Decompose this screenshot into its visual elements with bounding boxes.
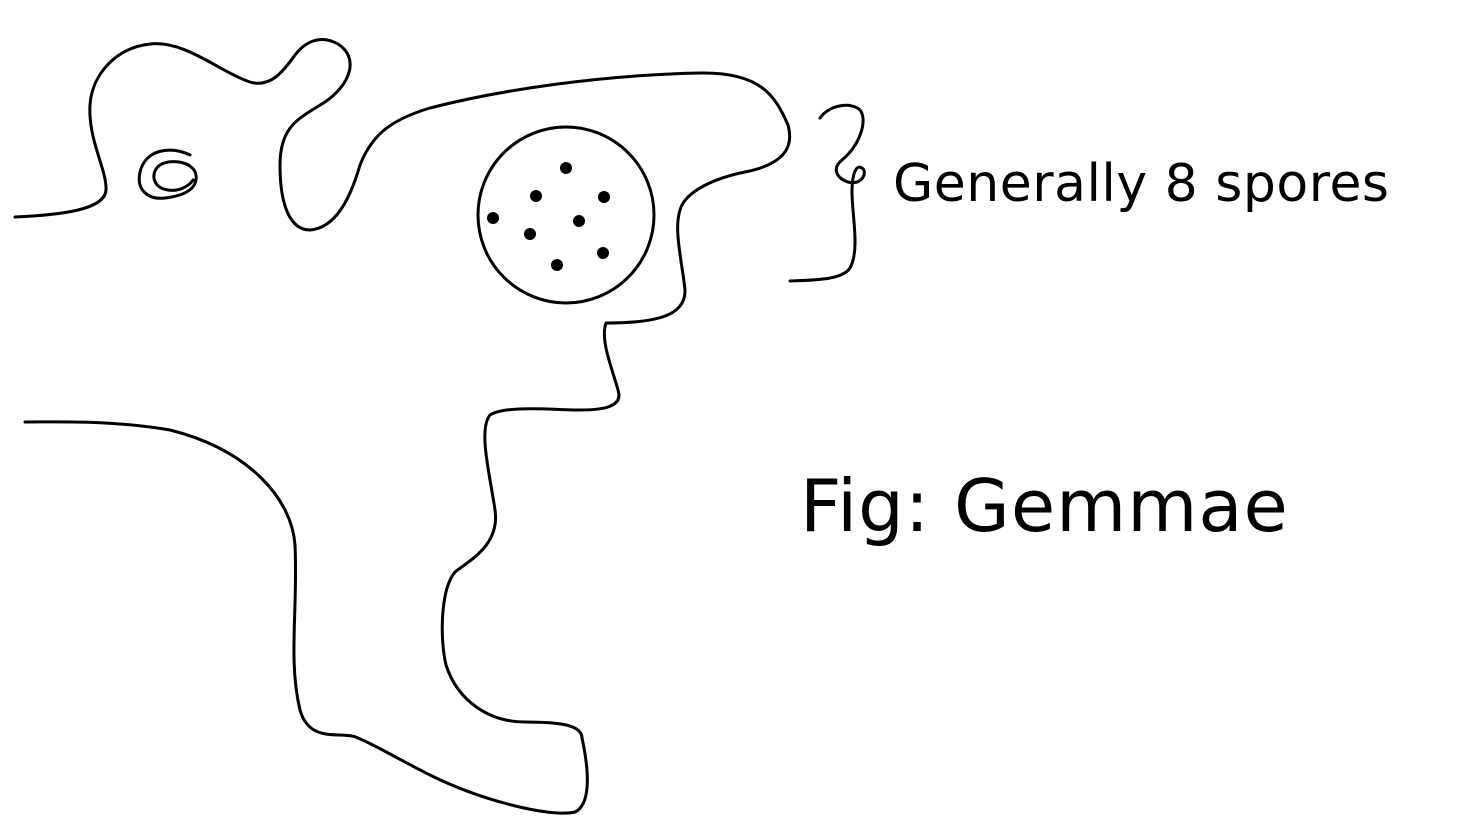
spore-dot xyxy=(560,162,572,174)
thallus-upper-outline xyxy=(13,38,792,815)
spore-dot xyxy=(530,190,542,202)
brace-bracket xyxy=(788,103,866,283)
spore-dot xyxy=(597,247,609,259)
spore-count-annotation: Generally 8 spores xyxy=(893,154,1390,214)
spore-dot xyxy=(551,259,563,271)
spore-dot xyxy=(524,228,536,240)
gemma-cup xyxy=(476,125,656,305)
figure-caption: Fig: Gemmae xyxy=(800,464,1289,548)
spore-dot xyxy=(598,191,610,203)
spiral-mark xyxy=(137,148,198,200)
spore-dot xyxy=(573,215,585,227)
spore-dot xyxy=(487,212,499,224)
